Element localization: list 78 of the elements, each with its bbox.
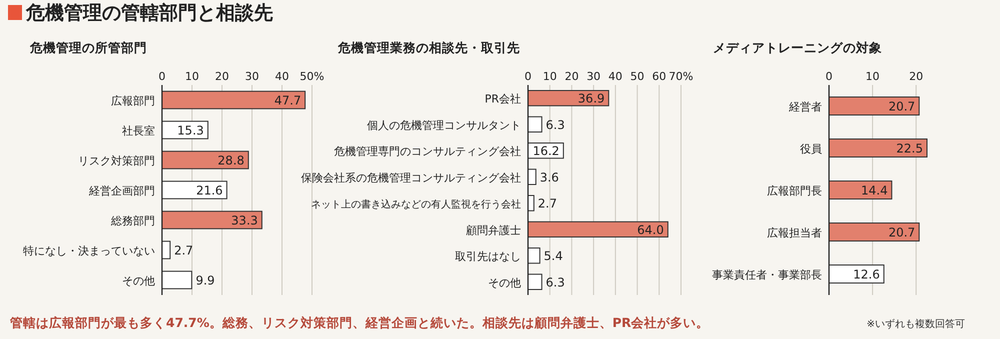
y-tick-label: リスク対策部門 (78, 154, 155, 168)
x-tick-label: 40 (608, 70, 622, 83)
bar (828, 264, 884, 284)
y-tick-label: 事業責任者・事業部長 (712, 268, 822, 282)
data-label: 33.3 (231, 214, 258, 228)
bar (528, 221, 668, 238)
x-tick-label: 20 (909, 70, 924, 83)
text: ※いずれも複数回答可 (866, 318, 965, 330)
y-tick-label: その他 (122, 274, 155, 288)
chart-title: メディアトレーニングの対象 (713, 40, 882, 55)
x-tick-label: 60 (652, 70, 666, 83)
bar (828, 180, 892, 200)
bar (828, 222, 920, 242)
y-tick-label: 広報部門長 (767, 184, 822, 198)
y-tick-label: 危機管理専門のコンサルティング会社 (334, 145, 521, 158)
x-tick-label: 50% (300, 70, 324, 83)
bar (162, 150, 249, 170)
bar (828, 96, 920, 116)
y-tick-label: 広報担当者 (767, 226, 822, 240)
data-label: 36.9 (578, 92, 605, 106)
y-tick-label: 経営者 (788, 100, 822, 114)
y-tick-label: 役員 (800, 142, 822, 156)
x-tick-label: 10 (866, 70, 880, 83)
text: 管轄は広報部門が最も多く47.7%。総務、リスク対策部門、経営企画と続いた。相談先は顧問弁護士、PR会社が多い。 (9, 315, 710, 330)
y-tick-label: 総務部門 (110, 214, 155, 228)
data-label: 20.7 (888, 226, 916, 240)
x-tick-label: 70% (668, 70, 694, 83)
chart-title: 危機管理の所管部門 (29, 40, 147, 55)
bar (828, 138, 928, 158)
chart-title: 危機管理業務の相談先・取引先 (337, 40, 520, 55)
y-tick-label: 保険会社系の危機管理コンサルティング会社 (301, 171, 521, 184)
y-tick-label: 経営企画部門 (88, 184, 155, 198)
data-label: 14.4 (861, 184, 888, 198)
data-label: 2.7 (174, 244, 194, 258)
y-tick-label: 取引先はなし (455, 250, 521, 264)
data-label: 16.2 (532, 144, 560, 158)
x-tick-label: 10 (185, 70, 199, 83)
x-tick-label: 50 (630, 70, 644, 83)
data-label: 12.6 (853, 268, 880, 282)
y-tick-label: ネット上の書き込みなどの有人監視を行う会社 (311, 198, 521, 211)
data-label: 21.6 (196, 184, 223, 198)
y-tick-label: 個人の危機管理コンサルタント (367, 118, 521, 132)
data-label: 2.7 (538, 196, 557, 211)
y-tick-label: 顧問弁護士 (466, 224, 521, 237)
bar (162, 90, 306, 110)
x-tick-label: 0 (158, 70, 166, 83)
y-tick-label: 広報部門 (111, 94, 155, 108)
bar (528, 248, 540, 264)
x-tick-label: 0 (524, 70, 532, 83)
x-tick-label: 20 (215, 70, 229, 83)
bar (528, 168, 536, 185)
y-tick-label: PR会社 (484, 92, 521, 106)
data-label: 20.7 (888, 100, 916, 114)
data-label: 3.6 (540, 170, 559, 184)
data-label: 28.8 (218, 154, 244, 168)
y-tick-label: 社長室 (122, 124, 155, 138)
bar (162, 270, 192, 290)
data-label: 5.4 (544, 249, 563, 264)
data-label: 64.0 (637, 222, 664, 237)
data-label: 6.3 (546, 275, 565, 290)
bar (162, 180, 228, 200)
data-label: 6.3 (546, 118, 565, 132)
data-label: 47.7 (274, 94, 302, 108)
y-tick-label: その他 (488, 276, 521, 290)
x-tick-label: 30 (245, 70, 259, 83)
x-tick-label: 20 (564, 70, 579, 83)
x-tick-label: 30 (586, 70, 601, 83)
data-label: 22.5 (896, 142, 923, 156)
x-tick-label: 40 (275, 70, 289, 83)
x-tick-label: 10 (542, 70, 557, 83)
y-tick-label: 特になし・決まっていない (23, 244, 155, 258)
data-label: 9.9 (196, 274, 215, 288)
bar (162, 210, 262, 230)
bar (528, 274, 542, 290)
data-label: 15.3 (177, 124, 204, 138)
x-tick-label: 0 (826, 70, 832, 83)
bar (528, 116, 542, 132)
text: 危機管理の管轄部門と相談先 (25, 2, 273, 24)
